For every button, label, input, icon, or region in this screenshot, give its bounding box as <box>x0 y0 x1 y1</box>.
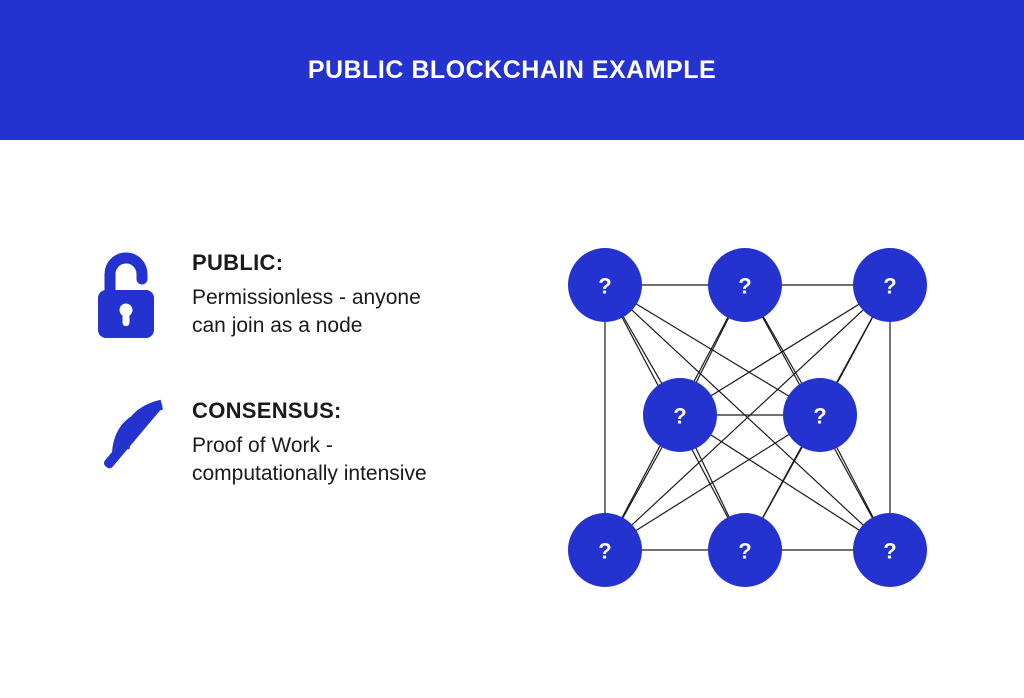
item-consensus: CONSENSUS: Proof of Work - computational… <box>90 398 450 489</box>
right-column: ???????? <box>470 250 1024 545</box>
network-node-label: ? <box>598 274 611 299</box>
network-node-label: ? <box>883 274 896 299</box>
content-area: PUBLIC: Permissionless - anyone can join… <box>0 250 1024 545</box>
network-node-label: ? <box>738 539 751 564</box>
item-consensus-label: CONSENSUS: <box>192 398 450 424</box>
page-title: PUBLIC BLOCKCHAIN EXAMPLE <box>308 56 716 85</box>
page: PUBLIC BLOCKCHAIN EXAMPLE PUBLIC: Permis… <box>0 0 1024 698</box>
item-public: PUBLIC: Permissionless - anyone can join… <box>90 250 450 342</box>
network-diagram: ???????? <box>535 225 955 615</box>
item-public-text: PUBLIC: Permissionless - anyone can join… <box>180 250 450 341</box>
header-banner: PUBLIC BLOCKCHAIN EXAMPLE <box>0 0 1024 140</box>
item-public-desc: Permissionless - anyone can join as a no… <box>192 284 450 341</box>
lock-open-icon <box>90 250 180 342</box>
item-consensus-text: CONSENSUS: Proof of Work - computational… <box>180 398 450 489</box>
item-public-label: PUBLIC: <box>192 250 450 276</box>
network-node-label: ? <box>813 404 826 429</box>
network-node-label: ? <box>883 539 896 564</box>
left-column: PUBLIC: Permissionless - anyone can join… <box>0 250 470 545</box>
pickaxe-icon <box>90 398 180 484</box>
item-consensus-desc: Proof of Work - computationally intensiv… <box>192 432 450 489</box>
network-node-label: ? <box>598 539 611 564</box>
network-node-label: ? <box>673 404 686 429</box>
network-node-label: ? <box>738 274 751 299</box>
